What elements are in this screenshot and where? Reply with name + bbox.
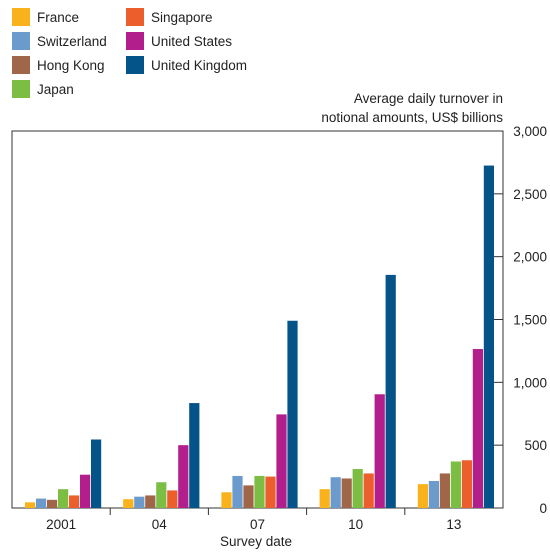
legend-item-japan: Japan xyxy=(12,80,74,98)
bar-hong-kong-10 xyxy=(341,478,352,508)
x-tick-label-07: 07 xyxy=(250,517,265,532)
bar-japan-13 xyxy=(450,461,461,508)
bar-united-kingdom-07 xyxy=(287,320,298,508)
legend-label-switzerland: Switzerland xyxy=(37,34,107,49)
legend-swatch-switzerland xyxy=(12,32,30,50)
legend-swatch-united-states xyxy=(126,32,144,50)
bar-japan-04 xyxy=(156,482,167,508)
legend-label-hong-kong: Hong Kong xyxy=(37,58,105,73)
plot-frame xyxy=(11,130,504,509)
bar-singapore-13 xyxy=(461,460,472,508)
y-tick-label-500: 500 xyxy=(524,438,547,453)
x-tick-label-10: 10 xyxy=(348,517,363,532)
legend-item-singapore: Singapore xyxy=(126,8,213,26)
bar-united-kingdom-2001 xyxy=(91,439,102,508)
bar-united-states-13 xyxy=(472,349,483,508)
bar-singapore-04 xyxy=(167,490,178,508)
legend-swatch-united-kingdom xyxy=(126,56,144,74)
legend-swatch-japan xyxy=(12,80,30,98)
legend-item-united-kingdom: United Kingdom xyxy=(126,56,247,74)
bar-switzerland-2001 xyxy=(36,498,47,508)
bar-united-states-10 xyxy=(374,394,385,508)
x-axis-label: Survey date xyxy=(220,534,292,549)
bar-hong-kong-13 xyxy=(439,473,450,508)
legend-swatch-singapore xyxy=(126,8,144,26)
x-tick-label-04: 04 xyxy=(152,517,168,532)
y-tick-label-2-000: 2,000 xyxy=(513,250,547,265)
legend-item-united-states: United States xyxy=(126,32,232,50)
x-tick-label-13: 13 xyxy=(446,517,461,532)
legend-swatch-france xyxy=(12,8,30,26)
bar-france-2001 xyxy=(25,502,36,508)
bar-hong-kong-2001 xyxy=(47,499,58,508)
y-tick-label-1-000: 1,000 xyxy=(513,375,547,390)
legend-label-united-states: United States xyxy=(151,34,232,49)
bar-united-kingdom-13 xyxy=(483,165,494,508)
x-tick-label-2001: 2001 xyxy=(46,517,76,532)
bar-united-states-2001 xyxy=(80,474,91,508)
bar-japan-2001 xyxy=(58,489,69,508)
bar-united-kingdom-10 xyxy=(385,274,396,508)
bar-singapore-07 xyxy=(265,476,276,508)
legend-item-france: France xyxy=(12,8,79,26)
legend-item-hong-kong: Hong Kong xyxy=(12,56,105,74)
bar-france-07 xyxy=(221,492,232,508)
bar-hong-kong-04 xyxy=(145,495,156,508)
bar-france-10 xyxy=(319,489,330,508)
y-tick-label-2-500: 2,500 xyxy=(513,187,547,202)
bar-japan-10 xyxy=(352,469,363,508)
y-axis-label-line-1: Average daily turnover in xyxy=(354,91,503,106)
bar-switzerland-04 xyxy=(134,496,145,508)
bar-japan-07 xyxy=(254,475,265,508)
bar-france-04 xyxy=(123,499,134,508)
bar-united-kingdom-04 xyxy=(189,403,200,508)
y-axis-label-line-2: notional amounts, US$ billions xyxy=(321,110,503,125)
legend-label-france: France xyxy=(37,10,79,25)
bar-switzerland-07 xyxy=(232,475,243,508)
legend-label-japan: Japan xyxy=(37,82,74,97)
bar-united-states-04 xyxy=(178,445,189,508)
legend-label-singapore: Singapore xyxy=(151,10,213,25)
legend: France Switzerland Hong Kong Japan Singapore… xyxy=(12,8,247,98)
legend-swatch-hong-kong xyxy=(12,56,30,74)
bar-switzerland-13 xyxy=(428,480,439,508)
bar-france-13 xyxy=(417,484,428,508)
plot-area: 0 500 1,000 1,500 2,000 2,500 3,000 2001 04 07 10 1… xyxy=(11,124,547,532)
bar-singapore-10 xyxy=(363,473,374,508)
bar-united-states-07 xyxy=(276,414,287,508)
y-tick-label-3-000: 3,000 xyxy=(513,124,547,139)
bar-switzerland-10 xyxy=(330,477,341,508)
legend-label-united-kingdom: United Kingdom xyxy=(151,58,247,73)
legend-item-switzerland: Switzerland xyxy=(12,32,107,50)
y-tick-label-0: 0 xyxy=(539,501,547,516)
bar-singapore-2001 xyxy=(69,495,80,508)
y-tick-label-1-500: 1,500 xyxy=(513,313,547,328)
bar-hong-kong-07 xyxy=(243,485,254,508)
